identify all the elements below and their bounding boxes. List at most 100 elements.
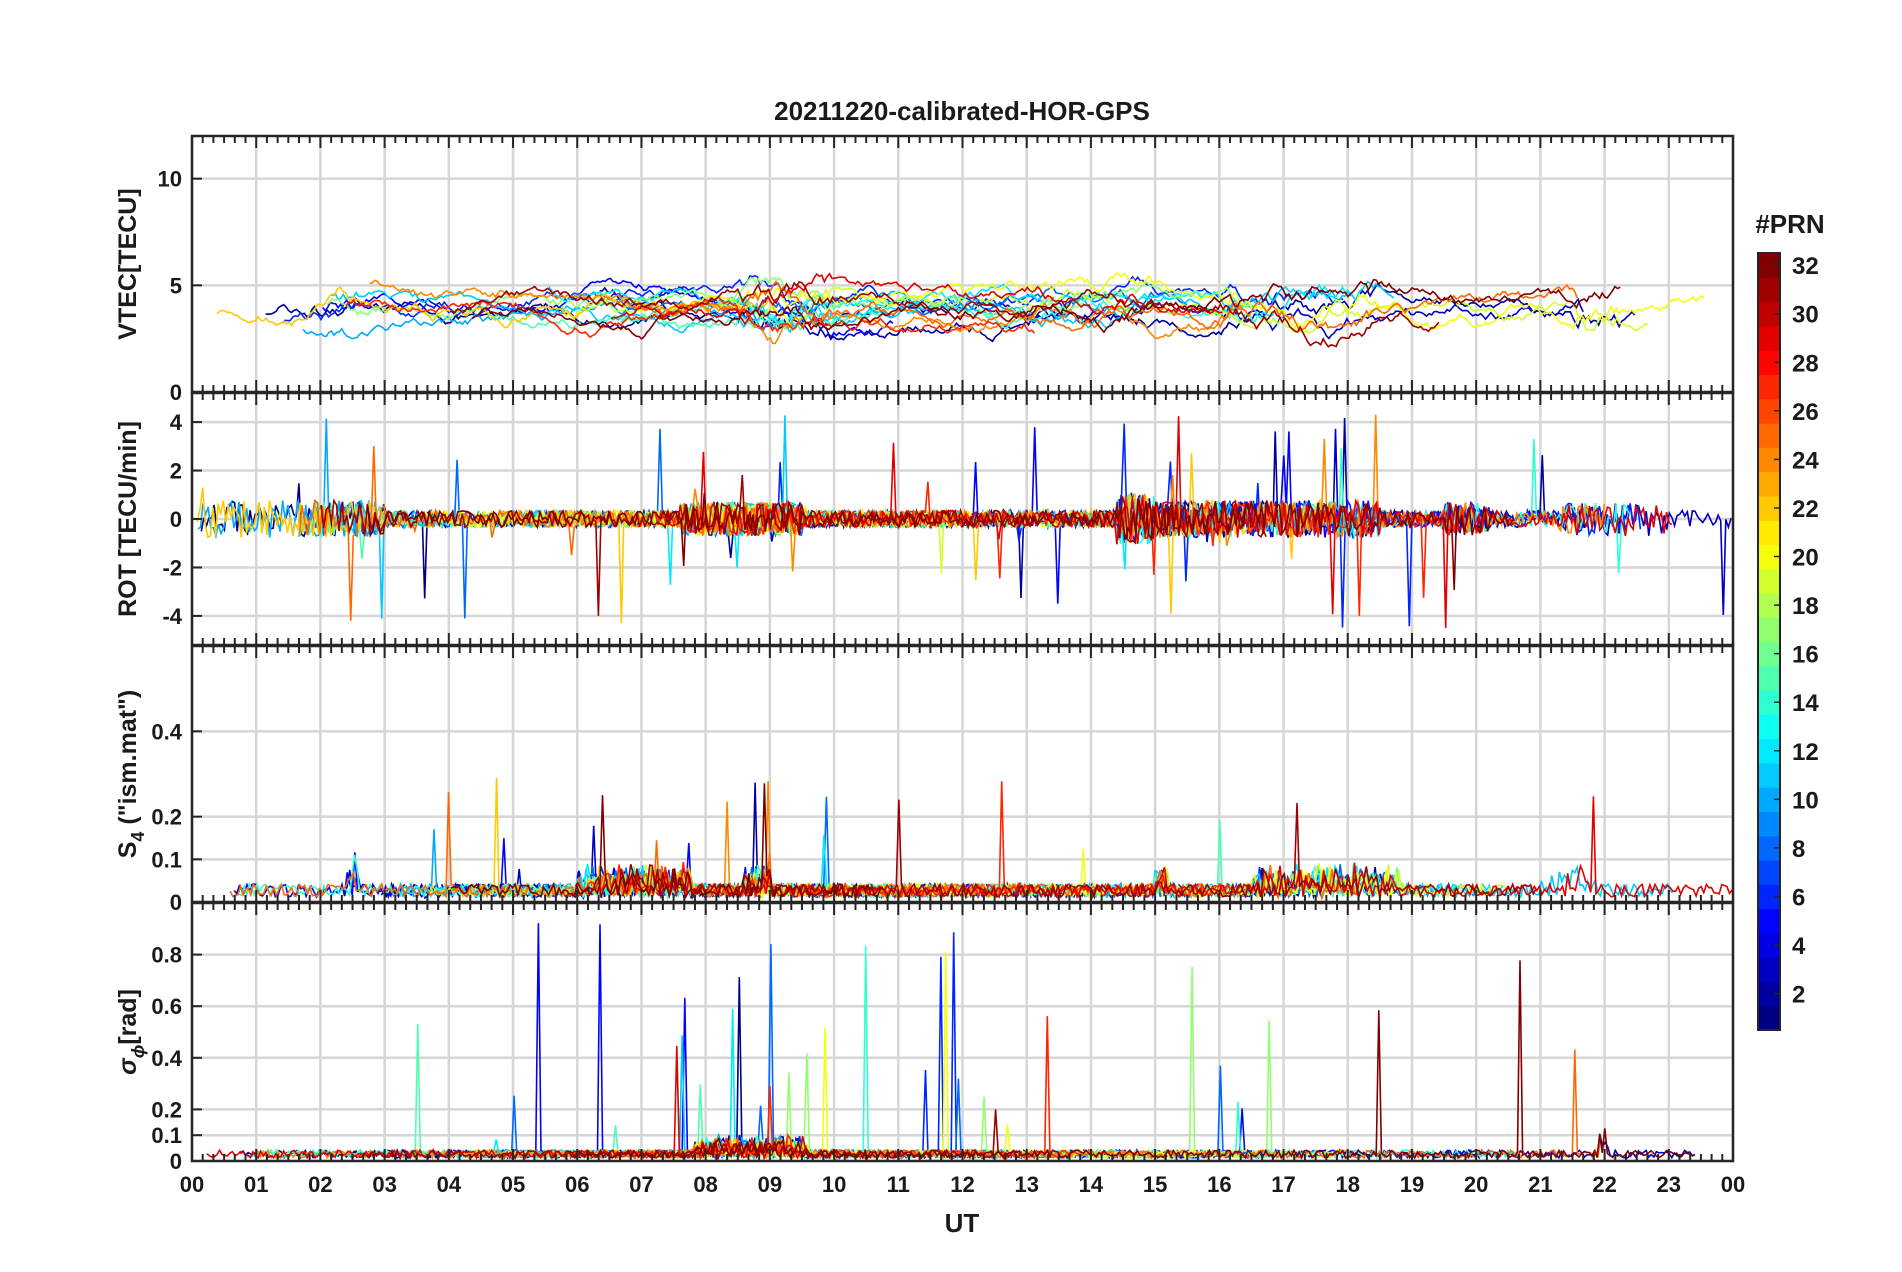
rot-y-axis-label: ROT [TECU/min]	[114, 421, 142, 617]
rot-y-tick-label: 0	[170, 507, 182, 532]
colorbar-segment	[1758, 762, 1780, 788]
x-tick-label: 09	[758, 1172, 782, 1197]
vtec-series-group	[216, 272, 1705, 348]
colorbar-tick-label: 4	[1792, 933, 1806, 960]
sigma_phi-y-tick-label: 0.6	[151, 994, 182, 1019]
rot-series-prn-32	[367, 493, 1514, 591]
panel-sigma_phi: 00.10.2 0.4 0.6 0.8σϕ[rad]	[114, 901, 1735, 1174]
colorbar-tick-label: 26	[1792, 399, 1819, 426]
colorbar-tick-label: 16	[1792, 642, 1819, 669]
colorbar-title: #PRN	[1755, 209, 1824, 239]
sigma_phi-series-group	[206, 923, 1696, 1161]
sigma_phi-series-prn-25	[536, 1049, 1602, 1161]
x-tick-label: 16	[1207, 1172, 1231, 1197]
colorbar-segment	[1758, 495, 1780, 521]
x-tick-label: 15	[1143, 1172, 1167, 1197]
colorbar-tick-label: 6	[1792, 884, 1805, 911]
sigma_phi-y-tick-label: 0.8	[151, 943, 182, 968]
colorbar-segment	[1758, 471, 1780, 497]
sigma_phi-series-prn-32	[566, 960, 1695, 1160]
x-tick-label: 22	[1592, 1172, 1616, 1197]
colorbar-tick-label: 24	[1792, 447, 1819, 474]
colorbar-segment	[1758, 908, 1780, 934]
colorbar-segment	[1758, 835, 1780, 861]
vtec-y-tick-label: 10	[158, 167, 182, 192]
sigma_phi-y-tick-label: 0.2	[151, 1097, 182, 1122]
colorbar-segment	[1758, 277, 1780, 303]
x-tick-label: 04	[437, 1172, 462, 1197]
colorbar-segment	[1758, 884, 1780, 910]
x-tick-label: 18	[1336, 1172, 1360, 1197]
vtec-series-prn-31	[449, 280, 1440, 348]
colorbar-segment	[1758, 374, 1780, 400]
x-tick-label: 19	[1400, 1172, 1424, 1197]
colorbar-tick-label: 12	[1792, 739, 1819, 766]
x-tick-label: 10	[822, 1172, 846, 1197]
vtec-series-prn-10	[302, 290, 1118, 340]
sigma_phi-y-axis-label: σϕ[rad]	[114, 989, 148, 1075]
colorbar-segment	[1758, 811, 1780, 837]
s4-y-tick-label: 0.1	[151, 847, 182, 872]
colorbar-tick-label: 2	[1792, 982, 1805, 1009]
colorbar-segment	[1758, 932, 1780, 958]
colorbar-tick-label: 32	[1792, 253, 1819, 280]
sigma_phi-y-tick-label: 0.4	[151, 1046, 182, 1071]
vtec-y-tick-label: 0	[170, 380, 182, 405]
colorbar-tick-label: 8	[1792, 836, 1805, 863]
vtec-series-prn-1	[265, 297, 675, 330]
colorbar-tick-label: 18	[1792, 593, 1819, 620]
x-tick-label: 11	[887, 1172, 910, 1197]
vtec-y-axis-label: VTEC[TECU]	[114, 188, 142, 339]
vtec-series-prn-27	[345, 296, 1036, 339]
rot-series-group	[194, 414, 1732, 628]
plot-panels: 0 5 10 VTEC[TECU] -4 -2 0 2 4 ROT [TECU/min] 0 0.1 0…	[114, 134, 1735, 1174]
colorbar-segment	[1758, 520, 1780, 545]
s4-series-prn-32	[450, 783, 884, 900]
colorbar-tick-label: 10	[1792, 787, 1819, 814]
rot-series-prn-15	[297, 499, 1157, 559]
x-tick-label: 06	[565, 1172, 589, 1197]
x-tick-label: 02	[308, 1172, 332, 1197]
vtec-series-prn-12	[548, 283, 1353, 326]
vtec-y-tick-label: 5	[170, 273, 182, 298]
colorbar-segment	[1758, 690, 1780, 715]
x-tick-label: 05	[501, 1172, 525, 1197]
colorbar-segment	[1758, 301, 1780, 327]
vtec-series-prn-32	[471, 278, 1621, 340]
colorbar-segment	[1758, 1005, 1780, 1031]
colorbar-segment	[1758, 325, 1780, 351]
colorbar-segment	[1758, 398, 1780, 424]
s4-y-tick-label: 0	[170, 890, 182, 915]
colorbar-segment	[1758, 592, 1780, 618]
s4-series-prn-31	[574, 799, 1537, 900]
colorbar-tick-label: 14	[1792, 690, 1819, 717]
colorbar-segment	[1758, 568, 1780, 594]
colorbar-segment	[1758, 738, 1780, 764]
x-tick-label: 07	[629, 1172, 653, 1197]
x-tick-label: 00	[180, 1172, 204, 1197]
colorbar-segment	[1758, 350, 1780, 376]
rot-y-tick-label: 2	[170, 459, 182, 484]
rot-y-tick-label: -4	[162, 604, 182, 629]
x-tick-label: 13	[1014, 1172, 1038, 1197]
colorbar-segment	[1758, 787, 1780, 813]
colorbar-segment	[1758, 253, 1780, 278]
colorbar-tick-label: 20	[1792, 545, 1819, 572]
x-tick-label: 01	[244, 1172, 268, 1197]
colorbar-segment	[1758, 544, 1780, 570]
colorbar-segment	[1758, 665, 1780, 691]
panel-rot: -4 -2 0 2 4 ROT [TECU/min]	[114, 391, 1735, 647]
colorbar-segment	[1758, 714, 1780, 740]
x-tick-label: 20	[1464, 1172, 1488, 1197]
colorbar: #PRN 32 30 28 26 24 22 20 18 16 14 12 10 8 6 4 2	[1755, 209, 1825, 1031]
x-axis-label: UT	[945, 1208, 980, 1238]
s4-y-tick-label: 0.2	[151, 805, 182, 830]
rot-y-tick-label: -2	[162, 555, 182, 580]
colorbar-segment	[1758, 422, 1780, 448]
rot-y-tick-label: 4	[170, 410, 183, 435]
sigma_phi-series-prn-31	[358, 1109, 1023, 1161]
colorbar-tick-label: 22	[1792, 496, 1819, 523]
x-tick-label: 21	[1528, 1172, 1552, 1197]
colorbar-tick-label: 28	[1792, 350, 1819, 377]
sigma_phi-series-prn-29	[206, 1045, 852, 1161]
